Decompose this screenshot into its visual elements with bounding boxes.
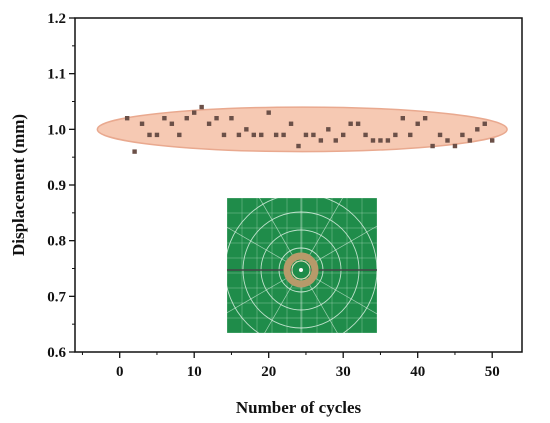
data-point bbox=[370, 138, 376, 143]
data-point bbox=[154, 132, 160, 138]
data-point bbox=[326, 127, 331, 132]
x-tick-label: 10 bbox=[187, 364, 202, 380]
y-tick-label: 1.1 bbox=[47, 67, 66, 83]
data-point bbox=[475, 127, 480, 132]
data-point bbox=[184, 116, 189, 121]
data-point bbox=[266, 110, 271, 115]
data-point bbox=[177, 132, 182, 138]
data-point bbox=[169, 121, 175, 126]
data-point bbox=[430, 143, 435, 149]
data-point bbox=[400, 116, 405, 121]
data-point bbox=[408, 132, 413, 138]
data-point bbox=[393, 132, 398, 138]
data-point bbox=[437, 132, 443, 138]
data-points bbox=[124, 104, 495, 154]
y-axis-title: Displacement (mm) bbox=[9, 114, 28, 256]
radial-line bbox=[300, 198, 343, 271]
radial-line bbox=[300, 269, 377, 315]
data-point bbox=[147, 132, 152, 138]
data-point bbox=[288, 121, 294, 126]
y-tick-label: 1.0 bbox=[47, 122, 66, 138]
data-point bbox=[378, 138, 383, 143]
data-point bbox=[422, 116, 428, 121]
data-point bbox=[482, 121, 487, 126]
data-point bbox=[221, 132, 227, 138]
x-tick-label: 50 bbox=[485, 364, 500, 380]
data-point bbox=[318, 138, 324, 143]
data-point bbox=[281, 132, 286, 138]
data-point bbox=[139, 121, 145, 126]
data-point bbox=[490, 138, 495, 143]
data-point bbox=[229, 116, 234, 121]
y-tick-label: 0.8 bbox=[47, 234, 66, 250]
data-point bbox=[355, 121, 361, 126]
radial-line bbox=[300, 269, 338, 333]
x-tick-label: 0 bbox=[116, 364, 124, 380]
data-point bbox=[192, 110, 197, 115]
y-tick-label: 0.9 bbox=[47, 178, 66, 194]
x-tick-label: 30 bbox=[336, 364, 351, 380]
highlight-ellipse bbox=[96, 106, 508, 153]
radial-line bbox=[300, 225, 377, 271]
y-tick-label: 1.2 bbox=[47, 11, 66, 27]
radial-line bbox=[227, 226, 302, 271]
data-point bbox=[460, 132, 465, 138]
data-point bbox=[206, 121, 212, 126]
data-point bbox=[333, 138, 338, 143]
radial-line bbox=[259, 198, 302, 271]
data-point bbox=[296, 143, 301, 149]
data-point bbox=[244, 127, 249, 132]
ring-specimen-icon bbox=[283, 252, 319, 288]
y-axis-ticks: 0.6 0.7 0.8 0.9 1.0 1.1 1.2 bbox=[47, 11, 75, 361]
data-point bbox=[348, 121, 353, 126]
ring-outer bbox=[283, 252, 319, 288]
data-point bbox=[363, 132, 368, 138]
ring-center bbox=[299, 268, 303, 272]
y-tick-label: 0.6 bbox=[47, 345, 66, 361]
inset-photo bbox=[227, 198, 377, 333]
data-point bbox=[199, 104, 204, 110]
y-tick-label: 0.7 bbox=[47, 289, 66, 305]
cutting-mat-grid bbox=[227, 198, 377, 333]
radial-line bbox=[227, 269, 302, 314]
data-point bbox=[132, 149, 137, 154]
data-point bbox=[162, 116, 167, 121]
data-point bbox=[467, 138, 473, 143]
data-point bbox=[124, 116, 130, 121]
data-point bbox=[385, 138, 391, 143]
data-point bbox=[259, 132, 264, 138]
x-axis-title: Number of cycles bbox=[236, 398, 362, 417]
data-point bbox=[273, 132, 279, 138]
data-point bbox=[214, 116, 219, 121]
x-tick-label: 40 bbox=[410, 364, 425, 380]
data-point bbox=[236, 132, 242, 138]
data-point bbox=[452, 143, 458, 149]
radial-line bbox=[264, 269, 302, 333]
x-tick-label: 20 bbox=[261, 364, 276, 380]
data-point bbox=[303, 132, 309, 138]
data-point bbox=[341, 132, 346, 138]
data-point bbox=[251, 132, 256, 138]
data-point bbox=[311, 132, 316, 138]
data-point bbox=[445, 138, 450, 143]
x-axis-ticks: 0 10 20 30 40 50 bbox=[81, 352, 500, 380]
data-point bbox=[415, 121, 420, 126]
